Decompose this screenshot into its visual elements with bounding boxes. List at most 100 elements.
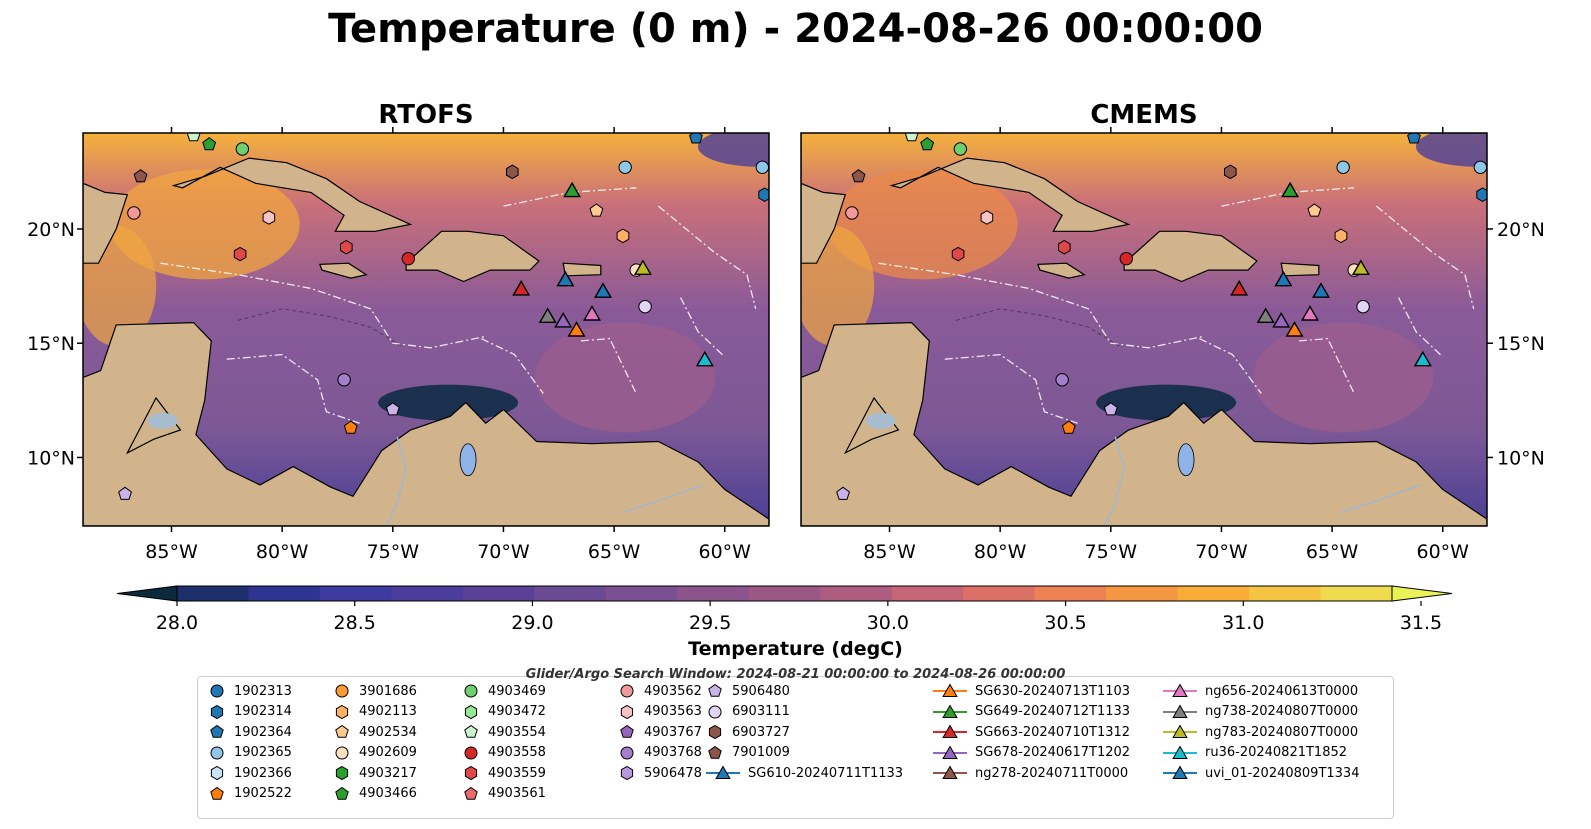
x-tick-label: 75°W	[367, 541, 420, 563]
marker-4903768	[1055, 373, 1069, 387]
triangle-marker-icon	[1163, 745, 1197, 759]
y-tick-label: 20°N	[27, 219, 75, 241]
circle-marker-icon	[335, 746, 349, 760]
eez-boundary	[580, 337, 637, 394]
colorbar-segment	[820, 586, 893, 601]
x-tick-label: 80°W	[256, 541, 309, 563]
pentagon-marker-icon	[210, 725, 224, 739]
circle-marker-icon	[335, 684, 349, 698]
x-tick-label: 65°W	[1306, 541, 1359, 563]
legend-item: 4903472	[462, 702, 546, 723]
eez-boundary	[226, 353, 360, 424]
legend-label: SG610-20240711T1133	[748, 765, 904, 781]
legend-item: ng783-20240807T0000	[1163, 722, 1359, 743]
legend-item: 7901009	[706, 743, 903, 764]
legend-item: 4903558	[462, 743, 546, 764]
legend-item: 6903111	[706, 702, 903, 723]
land-area	[801, 321, 1487, 526]
colorbar-segment	[1034, 586, 1107, 601]
legend-label: 4903768	[644, 745, 702, 761]
pentagon-marker-icon	[335, 786, 349, 800]
marker-7901009	[133, 169, 148, 183]
lake-maracaibo	[459, 443, 477, 477]
hexagon-marker-icon	[335, 704, 349, 719]
legend-item: 6903727	[706, 722, 903, 743]
land-area	[1280, 262, 1320, 277]
legend-item: 4903768	[618, 743, 702, 764]
marker-1902365	[1336, 160, 1350, 174]
legend-label: 6903111	[732, 704, 790, 720]
marker-4903563	[262, 210, 276, 225]
marker-ru36-20240821T1852	[1413, 350, 1432, 367]
colorbar-segment	[891, 586, 964, 601]
legend-label: 4903562	[644, 683, 702, 699]
colorbar-segment	[1106, 586, 1179, 601]
marker-1902364	[1407, 133, 1421, 144]
colorbar-segment	[605, 586, 678, 601]
marker-7901009	[851, 169, 866, 183]
legend-label: 4902113	[359, 704, 417, 720]
legend-label: 4903767	[644, 724, 702, 740]
marker-SG649-20240712T1133	[1281, 181, 1300, 198]
colorbar-segment	[462, 586, 535, 601]
hexagon-marker-icon	[708, 725, 722, 740]
marker-SG610-20240711T1133	[1274, 270, 1293, 287]
panel-frame	[82, 132, 770, 527]
land-area	[889, 157, 1131, 232]
colorbar-tick-label: 29.5	[689, 612, 731, 634]
colorbar-tick-label: 31.0	[1222, 612, 1264, 634]
depth-contour	[955, 308, 1123, 349]
hexagon-marker-icon	[620, 766, 634, 781]
hexagon-marker-icon	[335, 766, 349, 781]
colorbar-extend-high	[1391, 585, 1453, 602]
marker-6903727	[1224, 164, 1237, 180]
marker-ng783-20240807T0000	[633, 259, 652, 275]
marker-4903559	[233, 246, 247, 262]
marker-5906480	[836, 486, 850, 500]
land-area	[405, 230, 540, 283]
warm-patch	[109, 169, 300, 280]
river	[622, 484, 703, 514]
marker-4903563	[980, 210, 994, 225]
colorbar-segment	[177, 586, 250, 601]
marker-5906480	[385, 402, 400, 416]
circle-marker-icon	[708, 705, 722, 719]
land-area	[801, 133, 847, 264]
eez-boundary	[1375, 205, 1475, 310]
triangle-marker-icon	[933, 765, 967, 780]
x-tick-label: 75°W	[1085, 541, 1138, 563]
marker-1902365	[1473, 160, 1487, 174]
legend-item: SG649-20240712T1133	[933, 702, 1130, 723]
marker-1902314	[758, 187, 769, 202]
marker-ng656-20240613T0000	[1300, 305, 1320, 321]
colorbar-label: Temperature (degC)	[688, 638, 903, 660]
triangle-marker-icon	[933, 745, 967, 759]
hexagon-marker-icon	[620, 704, 634, 719]
legend-label: ng783-20240807T0000	[1205, 724, 1359, 740]
legend-item: SG678-20240617T1202	[933, 743, 1130, 764]
legend-item: 1902364	[208, 722, 292, 743]
eez-boundary	[160, 262, 486, 349]
marker-SG678-20240617T1202	[1272, 312, 1291, 328]
pentagon-marker-icon	[210, 786, 224, 800]
triangle-marker-icon	[1163, 704, 1197, 718]
eez-boundary	[657, 205, 757, 310]
colorbar-segment	[677, 586, 750, 601]
legend-item: SG663-20240710T1312	[933, 722, 1130, 743]
panel-title-cmems: CMEMS	[1090, 100, 1198, 130]
marker-SG663-20240710T1312	[512, 279, 531, 296]
x-tick-label: 60°W	[1417, 541, 1470, 563]
legend-item: 1902313	[208, 681, 292, 702]
eez-boundary	[1397, 297, 1444, 358]
colorbar-tick-label: 30.5	[1044, 612, 1086, 634]
legend-item: 5906478	[618, 763, 702, 784]
legend-label: 4902609	[359, 745, 417, 761]
legend-label: 7901009	[732, 745, 790, 761]
marker-1902365	[618, 160, 632, 174]
pentagon-marker-icon	[464, 725, 478, 739]
legend-item: 4903217	[333, 763, 417, 784]
triangle-marker-icon	[933, 683, 967, 698]
legend-item: 3901686	[333, 681, 417, 702]
legend-label: 1902365	[234, 745, 292, 761]
